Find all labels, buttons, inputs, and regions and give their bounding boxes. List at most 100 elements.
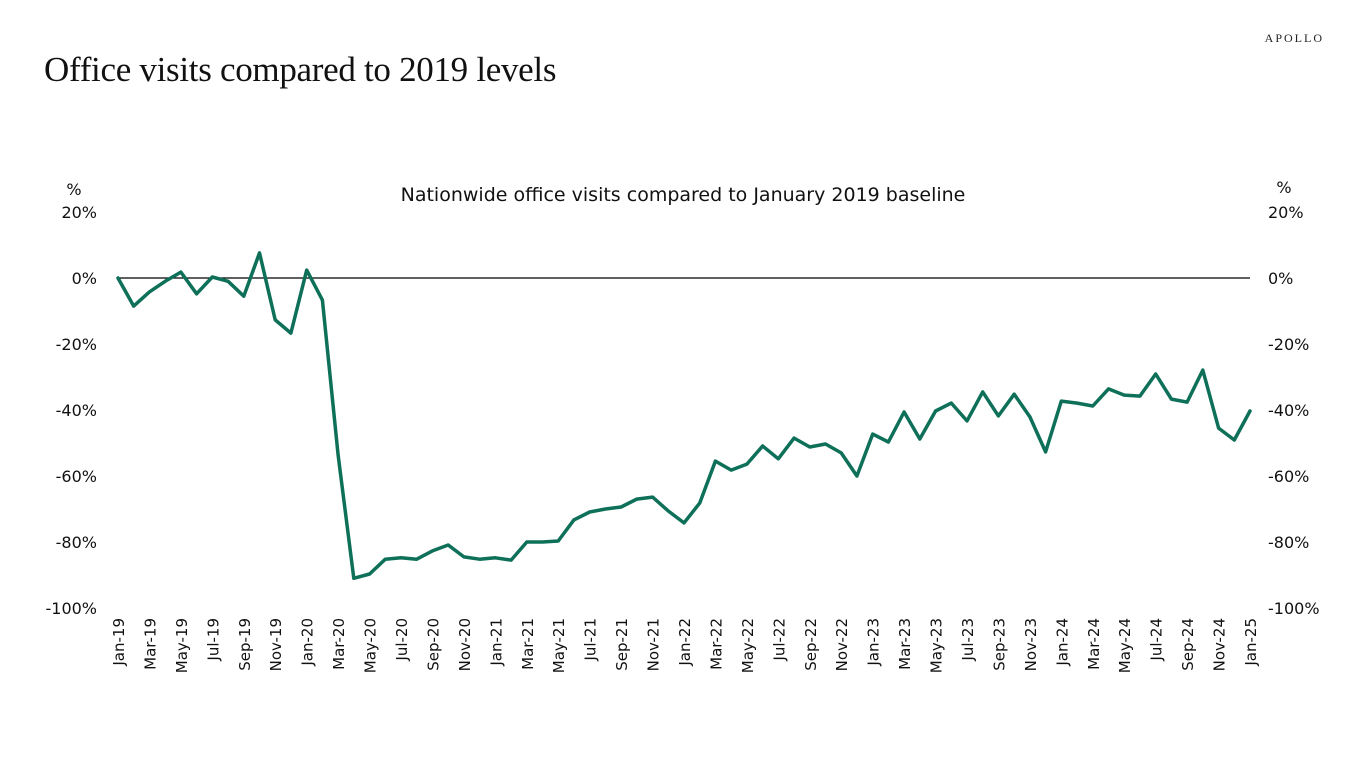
data-point — [793, 437, 796, 440]
data-point — [1091, 405, 1094, 408]
y-tick-label-right: -40% — [1268, 401, 1309, 420]
y-tick-label-right: -80% — [1268, 533, 1309, 552]
x-tick-label: May-24 — [1116, 618, 1134, 673]
x-tick-label: Jan-24 — [1053, 618, 1071, 667]
data-point — [966, 419, 969, 422]
data-point — [179, 271, 182, 274]
data-point — [950, 402, 953, 405]
x-tick-label: Sep-20 — [424, 618, 442, 671]
y-tick-label-left: -40% — [56, 401, 97, 420]
data-point — [997, 414, 1000, 417]
data-point — [258, 251, 261, 254]
y-tick-label-left: 0% — [72, 269, 97, 288]
data-point — [132, 305, 135, 308]
x-tick-label: Jan-20 — [299, 618, 317, 667]
data-point — [164, 280, 167, 283]
data-point — [698, 502, 701, 505]
data-point — [1123, 394, 1126, 397]
data-point — [572, 518, 575, 521]
x-tick-label: May-21 — [550, 618, 568, 673]
data-point — [651, 496, 654, 499]
y-tick-label-left: -60% — [56, 467, 97, 486]
data-point — [1013, 393, 1016, 396]
x-tick-label: May-19 — [173, 618, 191, 673]
x-tick-label: Mar-24 — [1085, 618, 1103, 670]
x-tick-label: Jan-21 — [487, 618, 505, 667]
data-point — [934, 409, 937, 412]
data-point — [918, 438, 921, 441]
y-tick-label-left: 20% — [61, 203, 97, 222]
x-tick-label: Jul-19 — [204, 618, 222, 662]
data-point — [588, 510, 591, 513]
x-tick-label: Nov-23 — [1022, 618, 1040, 671]
y-tick-label-right: 0% — [1268, 269, 1293, 288]
x-tick-label: Nov-21 — [645, 618, 663, 671]
chart-title: Nationwide office visits compared to Jan… — [401, 184, 966, 206]
data-point — [1076, 402, 1079, 405]
x-tick-label: May-23 — [928, 618, 946, 673]
y-axis-unit-left: % — [66, 180, 81, 199]
data-point — [1186, 401, 1189, 404]
x-tick-label: Jul-24 — [1148, 618, 1166, 662]
x-tick-label: Jul-23 — [959, 618, 977, 662]
data-point — [352, 577, 355, 580]
x-tick-label: Jan-23 — [865, 618, 883, 667]
data-point — [745, 463, 748, 466]
data-point — [227, 280, 230, 283]
data-point — [1233, 439, 1236, 442]
x-tick-label: Jan-19 — [110, 618, 128, 667]
data-point — [1028, 415, 1031, 418]
x-axis: Jan-19 Mar-19 May-19 Jul-19 Sep-19 Nov-19 Jan-… — [110, 618, 1260, 673]
x-tick-label: Nov-22 — [833, 618, 851, 671]
data-point — [195, 292, 198, 295]
x-tick-label: Nov-24 — [1211, 618, 1229, 671]
data-point — [620, 506, 623, 509]
data-point — [337, 453, 340, 456]
data-point — [321, 299, 324, 302]
x-tick-label: May-22 — [739, 618, 757, 673]
data-point — [117, 277, 120, 280]
x-tick-label: Jul-20 — [393, 618, 411, 662]
x-tick-label: Nov-19 — [267, 618, 285, 671]
data-point — [887, 441, 890, 444]
x-tick-label: Jul-21 — [582, 618, 600, 662]
data-point — [384, 558, 387, 561]
x-tick-label: Nov-20 — [456, 618, 474, 671]
data-point — [1201, 369, 1204, 372]
data-point — [148, 290, 151, 293]
data-point — [1249, 409, 1252, 412]
x-tick-label: Mar-19 — [141, 618, 159, 670]
data-point — [478, 558, 481, 561]
y-axis-right: 20%0%-20%-40%-60%-80%-100% — [1268, 203, 1320, 618]
data-point — [541, 541, 544, 544]
x-tick-label: Mar-23 — [896, 618, 914, 670]
y-tick-label-right: -20% — [1268, 335, 1309, 354]
x-tick-label: Mar-20 — [330, 618, 348, 670]
data-point — [1217, 427, 1220, 430]
x-tick-label: Mar-21 — [519, 618, 537, 670]
data-point — [855, 475, 858, 478]
x-tick-label: Jan-22 — [676, 618, 694, 667]
data-point — [415, 558, 418, 561]
y-axis-unit-right: % — [1276, 178, 1291, 197]
data-point — [400, 556, 403, 559]
data-point — [525, 541, 528, 544]
y-axis-left: 20%0%-20%-40%-60%-80%-100% — [45, 203, 97, 618]
data-point — [683, 521, 686, 524]
x-tick-label: Sep-24 — [1179, 618, 1197, 671]
x-tick-label: Jan-25 — [1242, 618, 1260, 667]
y-tick-label-right: 20% — [1268, 203, 1304, 222]
x-tick-label: May-20 — [362, 618, 380, 673]
data-points — [117, 251, 1252, 579]
data-point — [431, 549, 434, 552]
x-tick-label: Sep-22 — [802, 618, 820, 671]
data-point — [447, 543, 450, 546]
data-point — [242, 295, 245, 298]
y-tick-label-right: -60% — [1268, 467, 1309, 486]
y-tick-label-left: -100% — [45, 599, 97, 618]
x-tick-label: Sep-19 — [236, 618, 254, 671]
series-line — [118, 253, 1250, 578]
data-point — [1138, 395, 1141, 398]
x-tick-label: Sep-23 — [990, 618, 1008, 671]
